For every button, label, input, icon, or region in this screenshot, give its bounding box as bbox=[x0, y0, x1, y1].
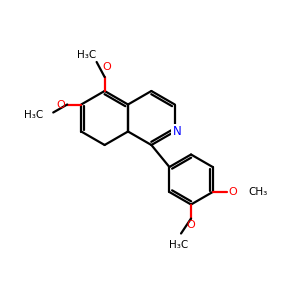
Text: O: O bbox=[102, 62, 111, 72]
Text: O: O bbox=[56, 100, 65, 110]
Text: H₃C: H₃C bbox=[169, 241, 189, 250]
Text: O: O bbox=[187, 220, 195, 230]
Text: O: O bbox=[229, 187, 237, 197]
Text: H₃C: H₃C bbox=[24, 110, 43, 119]
Text: N: N bbox=[172, 125, 181, 138]
Text: CH₃: CH₃ bbox=[249, 187, 268, 197]
Text: H₃C: H₃C bbox=[77, 50, 97, 60]
